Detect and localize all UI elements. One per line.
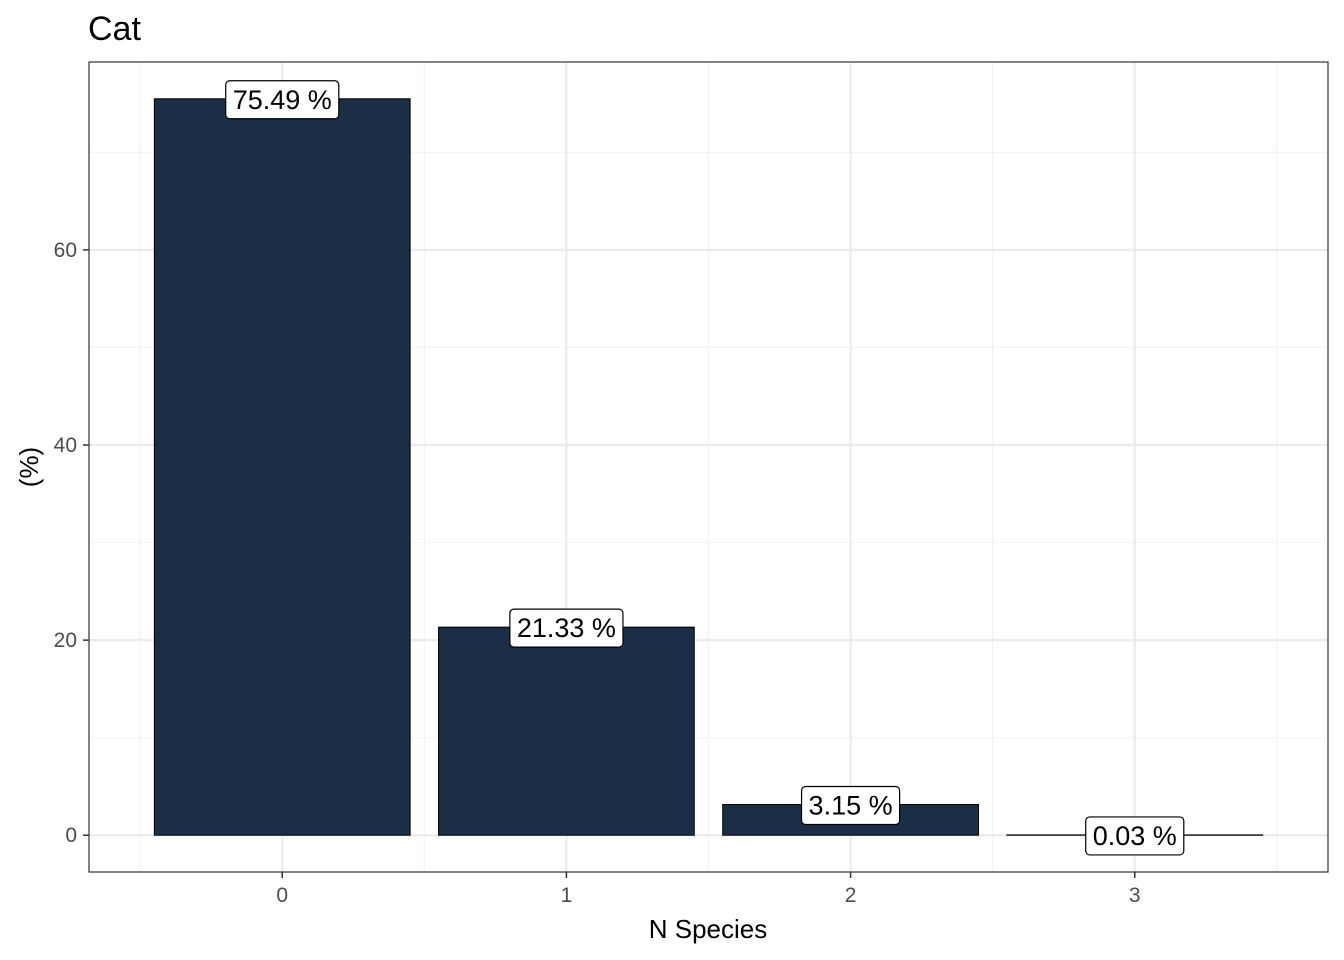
- y-axis: 0 20 40 60: [54, 239, 89, 847]
- data-label-1: 21.33 %: [509, 608, 624, 648]
- data-label-0: 75.49 %: [225, 80, 340, 120]
- x-tick-label: 1: [561, 884, 573, 907]
- x-tick-label: 0: [276, 884, 288, 907]
- x-tick-label: 2: [845, 884, 857, 907]
- data-label-box: [509, 608, 624, 648]
- data-label-box: [225, 80, 340, 120]
- data-label-box: [800, 785, 901, 826]
- bars-group: [153, 98, 1264, 836]
- data-label-text: 3.15 %: [809, 790, 893, 820]
- chart-title: Cat: [88, 10, 141, 48]
- data-label-3: 0.03 %: [1085, 816, 1185, 856]
- y-tick-label: 0: [65, 824, 77, 847]
- bar-0: [153, 98, 411, 836]
- y-tick-label: 20: [54, 629, 77, 652]
- data-label-box: [1085, 816, 1185, 856]
- y-axis-title: (%): [14, 447, 44, 487]
- data-label-text: 75.49 %: [233, 85, 332, 115]
- data-label-text: 21.33 %: [517, 613, 616, 643]
- data-labels-group: 75.49 % 21.33 % 3.15 % 0.03 %: [225, 80, 1185, 856]
- data-label-text: 0.03 %: [1093, 821, 1177, 851]
- x-tick-label: 3: [1129, 884, 1141, 907]
- bar-1: [438, 626, 695, 836]
- x-axis: 0 1 2 3: [276, 872, 1141, 907]
- y-tick-label: 60: [54, 239, 77, 262]
- x-axis-title: N Species: [649, 914, 768, 944]
- y-tick-label: 40: [54, 434, 77, 457]
- data-label-2: 3.15 %: [800, 785, 901, 826]
- panel-border: [88, 61, 1329, 873]
